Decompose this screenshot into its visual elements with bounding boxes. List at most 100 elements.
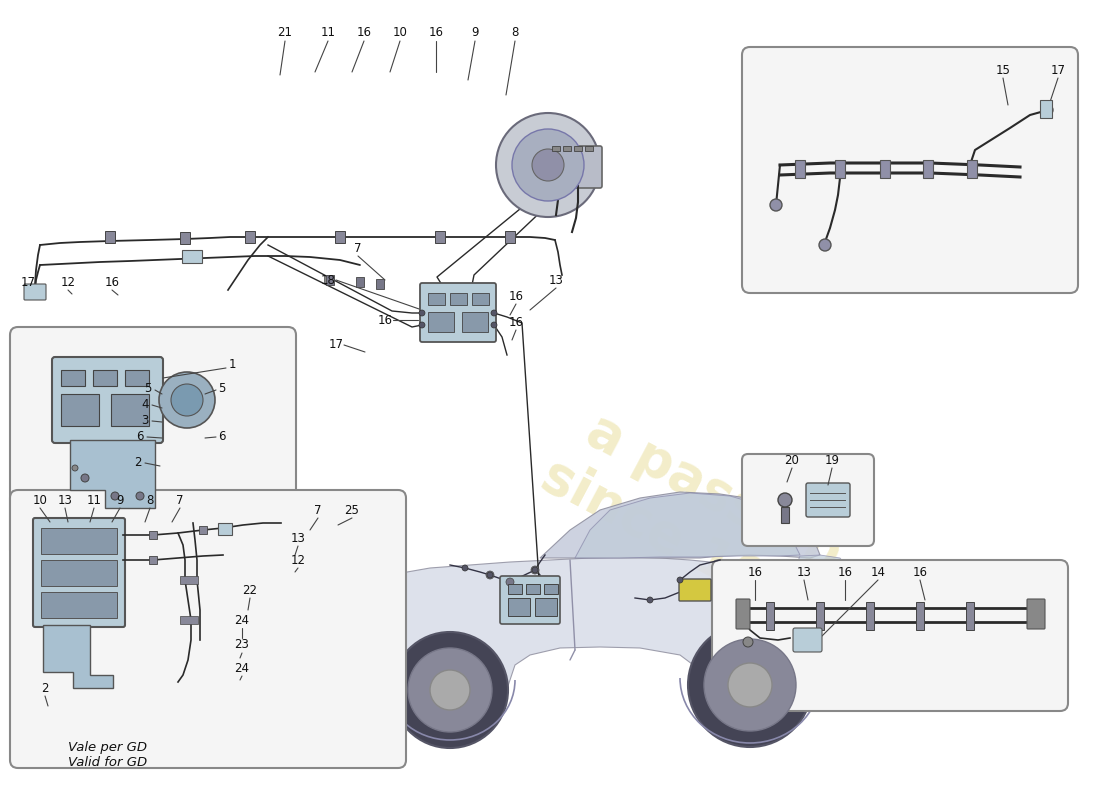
Text: Dares: Dares — [798, 144, 1043, 296]
Text: 25: 25 — [344, 503, 360, 517]
Polygon shape — [310, 605, 385, 660]
Text: 16: 16 — [377, 314, 393, 326]
Bar — [180, 616, 198, 624]
Circle shape — [704, 639, 796, 731]
Circle shape — [170, 384, 204, 416]
Circle shape — [531, 566, 539, 574]
FancyBboxPatch shape — [10, 327, 296, 558]
Text: 16: 16 — [748, 566, 762, 578]
Polygon shape — [575, 493, 800, 558]
Text: 6: 6 — [136, 430, 144, 442]
Bar — [795, 160, 805, 178]
Polygon shape — [376, 279, 384, 289]
Polygon shape — [104, 231, 116, 243]
Text: 9: 9 — [471, 26, 478, 39]
Text: 7: 7 — [176, 494, 184, 506]
Text: 22: 22 — [242, 583, 257, 597]
Circle shape — [506, 578, 514, 586]
Text: 13: 13 — [796, 566, 812, 578]
Text: 11: 11 — [87, 494, 101, 506]
FancyBboxPatch shape — [52, 357, 163, 443]
FancyBboxPatch shape — [806, 483, 850, 517]
Circle shape — [532, 149, 564, 181]
Text: 8: 8 — [146, 494, 154, 506]
Text: 16: 16 — [104, 275, 120, 289]
Circle shape — [136, 492, 144, 500]
Bar — [966, 602, 974, 630]
Text: 10: 10 — [33, 494, 47, 506]
Text: 7: 7 — [315, 503, 321, 517]
Circle shape — [496, 113, 600, 217]
FancyBboxPatch shape — [420, 283, 496, 342]
Text: 13: 13 — [549, 274, 563, 286]
Text: 5: 5 — [218, 382, 226, 394]
Circle shape — [728, 663, 772, 707]
Bar — [428, 312, 454, 332]
Bar — [180, 576, 198, 584]
Circle shape — [419, 310, 425, 316]
Text: 15: 15 — [996, 63, 1011, 77]
Text: 16: 16 — [837, 566, 852, 578]
Text: 5: 5 — [144, 382, 152, 394]
Text: 11: 11 — [320, 26, 336, 39]
Text: 18: 18 — [320, 274, 336, 286]
Bar — [781, 507, 789, 523]
Bar — [508, 584, 522, 594]
Text: 12: 12 — [60, 275, 76, 289]
Text: 10: 10 — [393, 26, 407, 39]
Circle shape — [392, 632, 508, 748]
FancyBboxPatch shape — [742, 454, 874, 546]
Circle shape — [486, 571, 494, 579]
Polygon shape — [792, 555, 850, 592]
Bar — [148, 531, 157, 539]
Polygon shape — [540, 492, 820, 558]
Text: 16: 16 — [913, 566, 927, 578]
Bar — [563, 146, 571, 151]
Bar — [526, 584, 540, 594]
Polygon shape — [326, 275, 334, 285]
Circle shape — [647, 597, 653, 603]
Text: 8: 8 — [512, 26, 519, 39]
Text: 17: 17 — [1050, 63, 1066, 77]
Circle shape — [491, 322, 497, 328]
Text: 13: 13 — [290, 531, 306, 545]
Circle shape — [72, 465, 78, 471]
Polygon shape — [434, 231, 446, 243]
Bar — [552, 146, 560, 151]
Polygon shape — [356, 277, 364, 287]
FancyBboxPatch shape — [1027, 599, 1045, 629]
Bar — [125, 370, 148, 386]
Text: 1: 1 — [229, 358, 235, 371]
Circle shape — [676, 577, 683, 583]
Text: 3: 3 — [141, 414, 149, 426]
Text: 6: 6 — [218, 430, 226, 442]
Text: 20: 20 — [784, 454, 800, 466]
Text: 19: 19 — [825, 454, 839, 466]
Polygon shape — [505, 231, 515, 243]
FancyBboxPatch shape — [24, 284, 46, 300]
FancyBboxPatch shape — [736, 599, 750, 629]
Text: 23: 23 — [234, 638, 250, 651]
Text: 16: 16 — [508, 290, 524, 302]
Polygon shape — [336, 231, 345, 243]
Text: Vale per GD: Vale per GD — [68, 742, 147, 754]
Bar — [544, 584, 558, 594]
Bar — [60, 370, 85, 386]
Bar — [218, 523, 232, 535]
Circle shape — [487, 572, 493, 578]
Text: Valid for GD: Valid for GD — [68, 755, 147, 769]
FancyBboxPatch shape — [10, 490, 406, 768]
Bar — [535, 598, 557, 616]
Text: 14: 14 — [870, 566, 886, 578]
Bar — [880, 160, 890, 178]
Bar — [816, 602, 824, 630]
Text: 7: 7 — [354, 242, 362, 254]
Circle shape — [462, 565, 468, 571]
Bar — [94, 370, 117, 386]
Polygon shape — [180, 232, 190, 244]
Bar — [923, 160, 933, 178]
Text: 16: 16 — [508, 315, 524, 329]
Text: 16: 16 — [356, 26, 372, 39]
Circle shape — [430, 670, 470, 710]
Bar — [41, 592, 117, 618]
